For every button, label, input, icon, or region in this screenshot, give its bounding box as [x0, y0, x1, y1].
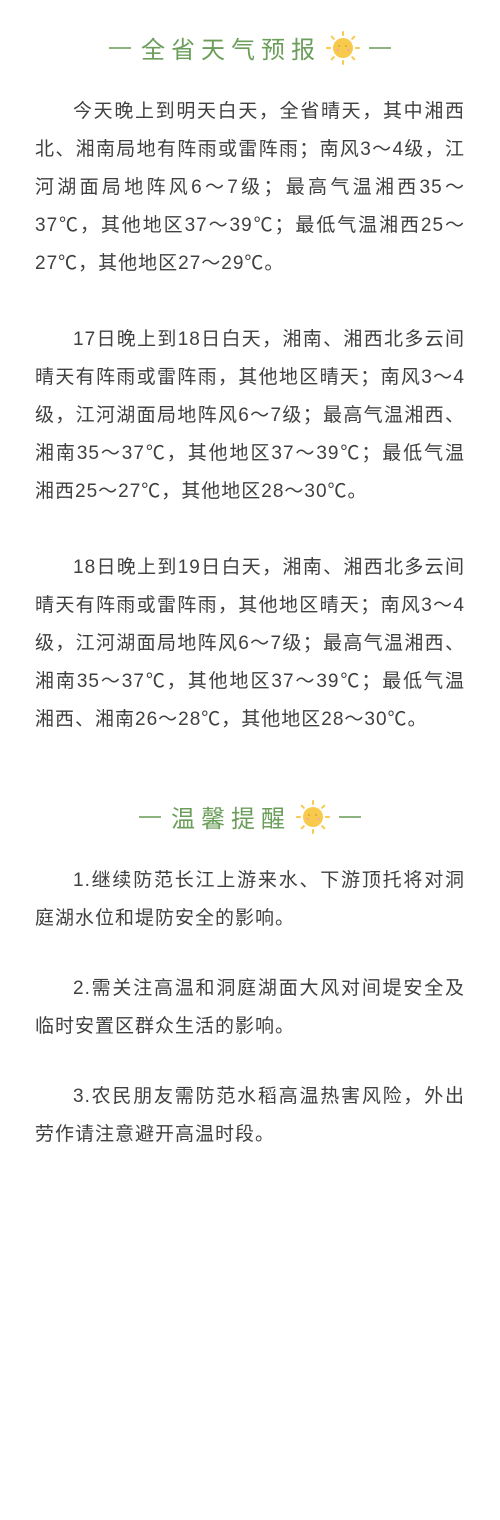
sun-icon [327, 32, 359, 64]
tip-item-1: 1.继续防范长江上游来水、下游顶托将对洞庭湖水位和堤防安全的影响。 [35, 862, 465, 938]
tip-item-3: 3.农民朋友需防范水稻高温热害风险，外出劳作请注意避开高温时段。 [35, 1078, 465, 1154]
header-line-right [339, 816, 361, 818]
header-line-left [139, 816, 161, 818]
forecast-title: 全省天气预报 [141, 30, 321, 65]
forecast-paragraph-2: 17日晚上到18日白天，湘南、湘西北多云间晴天有阵雨或雷阵雨，其他地区晴天；南风… [35, 321, 465, 511]
tips-title: 温馨提醒 [171, 799, 291, 834]
forecast-paragraph-1: 今天晚上到明天白天，全省晴天，其中湘西北、湘南局地有阵雨或雷阵雨；南风3～4级，… [35, 93, 465, 283]
tips-header: 温馨提醒 [35, 799, 465, 834]
header-line-right [369, 47, 391, 49]
sun-icon [297, 801, 329, 833]
tips-section: 温馨提醒 1.继续防范长江上游来水、下游顶托将对洞庭 [35, 799, 465, 1154]
forecast-header: 全省天气预报 [35, 30, 465, 65]
document-container: 全省天气预报 今天晚上到明天白天，全省晴天，其中湘西北、湘南局地有阵雨或雷阵雨；… [0, 0, 500, 1226]
header-line-left [109, 47, 131, 49]
forecast-paragraph-3: 18日晚上到19日白天，湘南、湘西北多云间晴天有阵雨或雷阵雨，其他地区晴天；南风… [35, 549, 465, 739]
tip-item-2: 2.需关注高温和洞庭湖面大风对间堤安全及临时安置区群众生活的影响。 [35, 970, 465, 1046]
